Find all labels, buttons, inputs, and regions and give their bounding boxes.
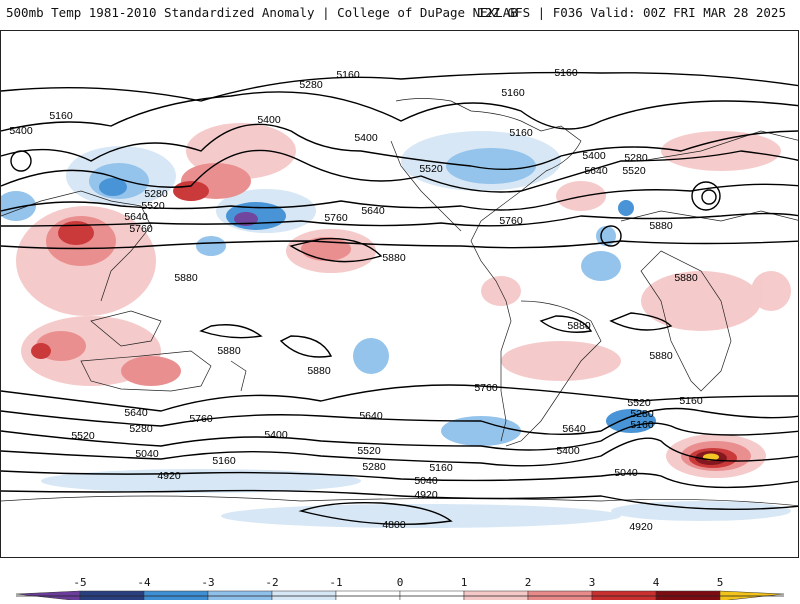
contour-label: 5520 [71,430,95,442]
height-contours [1,71,798,526]
contour-label: 5160 [212,455,236,467]
contour-label: 5160 [336,69,360,81]
contour-label: 5160 [501,87,525,99]
contour-label: 5280 [362,461,386,473]
contour-label: 4920 [629,521,653,533]
contour-label: 5520 [627,397,651,409]
colorbar-segment [15,590,81,602]
contour-label: 5760 [499,215,523,227]
contour-label: 5520 [141,200,165,212]
contour-label: 4920 [157,470,181,482]
coastlines [1,98,798,507]
contour-label: 5160 [679,395,703,407]
colorbar-segment [463,590,529,602]
contour-label: 5400 [582,150,606,162]
colorbar-tick-label: 4 [652,576,660,589]
contour-label: 4920 [414,489,438,501]
contour-label: 5160 [429,462,453,474]
contour-label: 5400 [264,429,288,441]
contour-label: 5280 [630,408,654,420]
contour-label: 4800 [382,519,406,531]
contour-label: 5400 [257,114,281,126]
contour-label: 5160 [509,127,533,139]
colorbar-tick-label: 3 [588,576,596,589]
contour-label: 5280 [624,152,648,164]
colorbar-tick-label: 1 [460,576,468,589]
contour-label: 5280 [144,188,168,200]
contour-label: 5040 [414,475,438,487]
contour-label: 5640 [361,205,385,217]
colorbar-tick-label: 2 [524,576,532,589]
contour-label: 5520 [622,165,646,177]
model-valid-time: 12Z GFS | F036 Valid: 00Z FRI MAR 28 202… [477,5,786,20]
colorbar-segment [271,590,337,602]
colorbar-tick-label: 0 [396,576,404,589]
contour-label: 5880 [649,350,673,362]
contour-label: 5160 [554,67,578,79]
contour-label: 5640 [562,423,586,435]
contour-label: 5880 [217,345,241,357]
contour-label: 5880 [649,220,673,232]
contour-label: 5760 [324,212,348,224]
contour-label: 5640 [124,407,148,419]
colorbar-segment [335,590,401,602]
contour-label: 5880 [174,272,198,284]
contour-label: 5880 [674,272,698,284]
colorbar-tick-label: -1 [329,576,343,589]
contour-label: 5040 [614,467,638,479]
colorbar-segment [399,590,465,602]
contour-label: 5400 [354,132,378,144]
contour-label: 5160 [630,419,654,431]
contour-label: 5280 [299,79,323,91]
map-title: 500mb Temp 1981-2010 Standardized Anomal… [6,5,518,20]
contour-label: 5880 [382,252,406,264]
contour-labels: 5160 5160 5280 5160 5400 5160 5400 5400 … [9,67,703,533]
contour-label: 5760 [129,223,153,235]
contour-label: 5520 [419,163,443,175]
contour-label: 5640 [124,211,148,223]
colorbar-segment [527,590,593,602]
colorbar-segment [655,590,721,602]
colorbar-tick-label: -5 [73,576,87,589]
colorbar-tick-label: -2 [265,576,279,589]
contour-label: 5400 [9,125,33,137]
contour-label: 5640 [584,165,608,177]
contour-label: 5040 [135,448,159,460]
colorbar-segment [207,590,273,602]
contour-label: 5760 [474,382,498,394]
contour-label: 5880 [567,320,591,332]
contour-label: 5880 [307,365,331,377]
anomaly-map: 5160 5160 5280 5160 5400 5160 5400 5400 … [0,30,799,558]
colorbar-segment [143,590,209,602]
anomaly-shading [1,123,791,528]
contour-label: 5520 [357,445,381,457]
contour-label: 5280 [129,423,153,435]
colorbar-segment [79,590,145,602]
colorbar-segment [591,590,657,602]
colorbar-tick-label: 5 [716,576,724,589]
colorbar-tick-label: -4 [137,576,151,589]
contour-label: 5160 [49,110,73,122]
contour-label: 5760 [189,413,213,425]
contour-label: 5640 [359,410,383,422]
colorbar-segment [719,590,785,602]
contour-label: 5400 [556,445,580,457]
map-canvas: 5160 5160 5280 5160 5400 5160 5400 5400 … [1,67,798,533]
colorbar-tick-label: -3 [201,576,215,589]
